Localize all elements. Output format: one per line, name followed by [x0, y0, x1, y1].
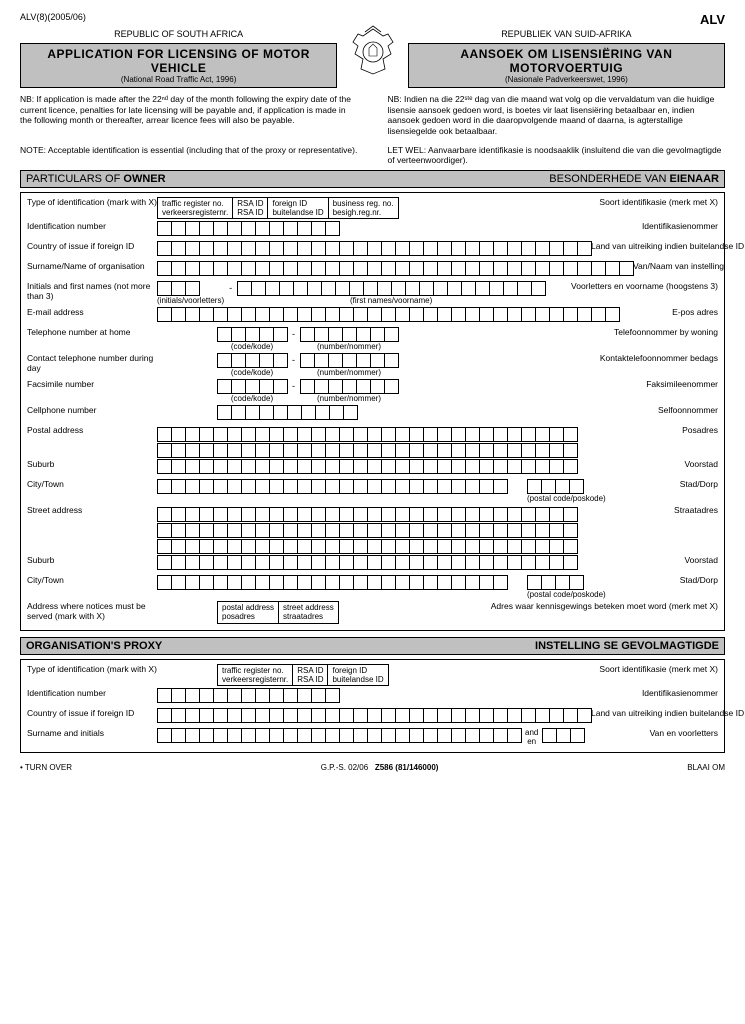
tel-home-code[interactable] [217, 327, 287, 342]
footer: • TURN OVER G.P.-S. 02/06 Z586 (81/14600… [20, 763, 725, 772]
proxy-section-header: ORGANISATION'S PROXY INSTELLING SE GEVOL… [20, 637, 725, 655]
contact-code[interactable] [217, 353, 287, 368]
contact-num[interactable] [300, 353, 398, 368]
cell-label: Cellphone number [27, 405, 157, 416]
city2-label: City/Town [27, 575, 157, 586]
pcode-input[interactable] [527, 479, 606, 494]
proxy-form: Type of identification (mark with X) tra… [20, 659, 725, 753]
nb-right: NB: Indien na die 22ˢᵗᵉ dag van die maan… [388, 94, 726, 137]
republic-left: REPUBLIC OF SOUTH AFRICA [20, 29, 337, 39]
type-id-label-r: Soort identifikasie (merk met X) [599, 197, 718, 208]
street-input-2[interactable] [157, 523, 577, 538]
proxy-opt-foreign[interactable]: foreign IDbuitelandse ID [327, 664, 388, 686]
title-box-right: AANSOEK OM LISENSIËRING VAN MOTORVOERTUI… [408, 43, 725, 88]
blaai-om: BLAAI OM [687, 763, 725, 772]
type-id-label: Type of identification (mark with X) [27, 197, 157, 208]
email-input[interactable] [157, 307, 619, 322]
note-left: NOTE: Acceptable identification is essen… [20, 145, 358, 166]
proxy-opt-traffic[interactable]: traffic register no.verkeersregisternr. [217, 664, 293, 686]
suburb-label: Suburb [27, 459, 157, 470]
initials-label: Initials and first names (not more than … [27, 281, 157, 302]
id-num-label: Identification number [27, 221, 157, 232]
tel-home-label: Telephone number at home [27, 327, 157, 338]
postal-input-1[interactable] [157, 427, 577, 442]
fax-code[interactable] [217, 379, 287, 394]
owner-section-header: PARTICULARS OF OWNER BESONDERHEDE VAN EI… [20, 170, 725, 188]
proxy-initials-input[interactable] [542, 728, 584, 743]
opt-business[interactable]: business reg. no.besigh.reg.nr. [328, 197, 399, 219]
email-label: E-mail address [27, 307, 157, 318]
country-input[interactable] [157, 241, 591, 256]
street-input-1[interactable] [157, 507, 577, 522]
pcode2-input[interactable] [527, 575, 606, 590]
form-code-right: ALV [700, 12, 725, 27]
cell-input[interactable] [217, 405, 357, 420]
opt-postal[interactable]: postal addressposadres [217, 601, 279, 623]
postal-input-2[interactable] [157, 443, 577, 458]
proxy-id-input[interactable] [157, 688, 339, 703]
city2-input[interactable] [157, 575, 507, 590]
proxy-country-label: Country of issue if foreign ID [27, 708, 157, 719]
contact-label: Contact telephone number during day [27, 353, 157, 374]
proxy-surname-input[interactable] [157, 728, 521, 743]
firstnames-input[interactable] [237, 281, 545, 296]
owner-form: Type of identification (mark with X) tra… [20, 192, 725, 631]
surname-label: Surname/Name of organisation [27, 261, 157, 272]
initials-input[interactable] [157, 281, 224, 296]
city-label: City/Town [27, 479, 157, 490]
proxy-surname-label: Surname and initials [27, 728, 157, 739]
note-right: LET WEL: Aanvaarbare identifikasie is no… [388, 145, 726, 166]
id-num-input[interactable] [157, 221, 339, 236]
surname-input[interactable] [157, 261, 633, 276]
proxy-country-input[interactable] [157, 708, 591, 723]
proxy-id-label: Identification number [27, 688, 157, 699]
proxy-opt-rsa[interactable]: RSA IDRSA ID [292, 664, 328, 686]
postal-label: Postal address [27, 425, 157, 436]
opt-foreign[interactable]: foreign IDbuitelandse ID [267, 197, 328, 219]
title-box-left: APPLICATION FOR LICENSING OF MOTOR VEHIC… [20, 43, 337, 88]
opt-rsa[interactable]: RSA IDRSA ID [232, 197, 268, 219]
fax-num[interactable] [300, 379, 398, 394]
notice-label: Address where notices must be served (ma… [27, 601, 157, 622]
nb-left: NB: If application is made after the 22ⁿ… [20, 94, 358, 137]
street-input-3[interactable] [157, 539, 577, 554]
street-label: Street address [27, 505, 157, 516]
proxy-type-label: Type of identification (mark with X) [27, 664, 157, 675]
turn-over: • TURN OVER [20, 763, 72, 772]
fax-label: Facsimile number [27, 379, 157, 390]
suburb2-label: Suburb [27, 555, 157, 566]
country-label: Country of issue if foreign ID [27, 241, 157, 252]
opt-street[interactable]: street addressstraatadres [278, 601, 339, 623]
form-code-left: ALV(8)(2005/06) [20, 12, 86, 22]
republic-right: REPUBLIEK VAN SUID-AFRIKA [408, 29, 725, 39]
coat-of-arms-icon [343, 24, 403, 84]
opt-traffic[interactable]: traffic register no.verkeersregisternr. [157, 197, 233, 219]
tel-home-num[interactable] [300, 327, 398, 342]
suburb2-input[interactable] [157, 555, 577, 570]
city-input[interactable] [157, 479, 507, 494]
suburb-input[interactable] [157, 459, 577, 474]
